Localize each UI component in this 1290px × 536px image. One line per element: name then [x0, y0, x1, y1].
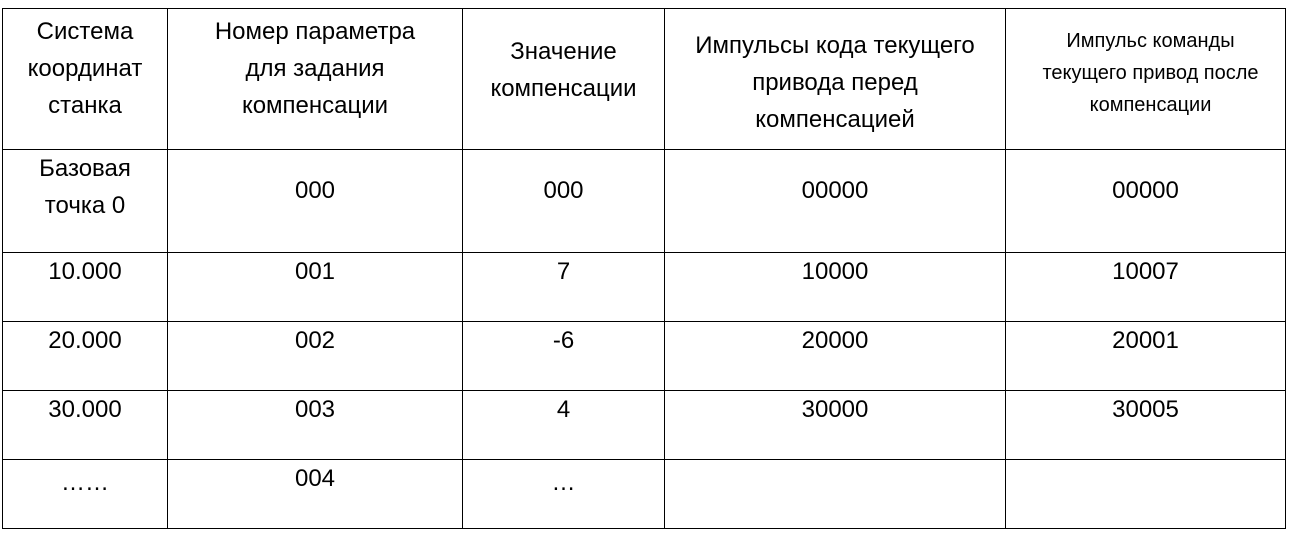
table-cell: …… — [2, 459, 168, 529]
table-cell — [664, 459, 1006, 529]
table-cell: 002 — [167, 321, 463, 391]
header-cell: Номер параметра для задания компенсации — [167, 8, 463, 150]
header-cell: Импульсы кода текущего привода перед ком… — [664, 8, 1006, 150]
table-cell: 20.000 — [2, 321, 168, 391]
header-cell: Импульс команды текущего привод после ко… — [1005, 8, 1286, 150]
table-cell: 10007 — [1005, 252, 1286, 322]
table-cell — [1005, 459, 1286, 529]
table-cell: 000 — [462, 149, 665, 253]
table-cell: -6 — [462, 321, 665, 391]
table-cell: … — [462, 459, 665, 529]
header-row: Система координат станка Номер параметра… — [2, 8, 1286, 150]
table-cell: 000 — [167, 149, 463, 253]
table-row: 10.000 001 7 10000 10007 — [2, 252, 1286, 322]
compensation-table: Система координат станка Номер параметра… — [2, 8, 1286, 529]
table-cell: 30005 — [1005, 390, 1286, 460]
table-row: Базовая точка 0 000 000 00000 00000 — [2, 149, 1286, 253]
table-cell: 00000 — [664, 149, 1006, 253]
table-cell: 4 — [462, 390, 665, 460]
table-cell: 7 — [462, 252, 665, 322]
table-cell: Базовая точка 0 — [2, 149, 168, 253]
table-cell: 001 — [167, 252, 463, 322]
table-row: 30.000 003 4 30000 30005 — [2, 390, 1286, 460]
table-cell: 30000 — [664, 390, 1006, 460]
table-cell: 10000 — [664, 252, 1006, 322]
table-cell: 003 — [167, 390, 463, 460]
header-cell: Значение компенсации — [462, 8, 665, 150]
table-cell: 10.000 — [2, 252, 168, 322]
table-cell: 30.000 — [2, 390, 168, 460]
table-cell: 20000 — [664, 321, 1006, 391]
table-row: 20.000 002 -6 20000 20001 — [2, 321, 1286, 391]
table-cell: 004 — [167, 459, 463, 529]
table-row: …… 004 … — [2, 459, 1286, 529]
table-cell: 00000 — [1005, 149, 1286, 253]
header-cell: Система координат станка — [2, 8, 168, 150]
table-cell: 20001 — [1005, 321, 1286, 391]
